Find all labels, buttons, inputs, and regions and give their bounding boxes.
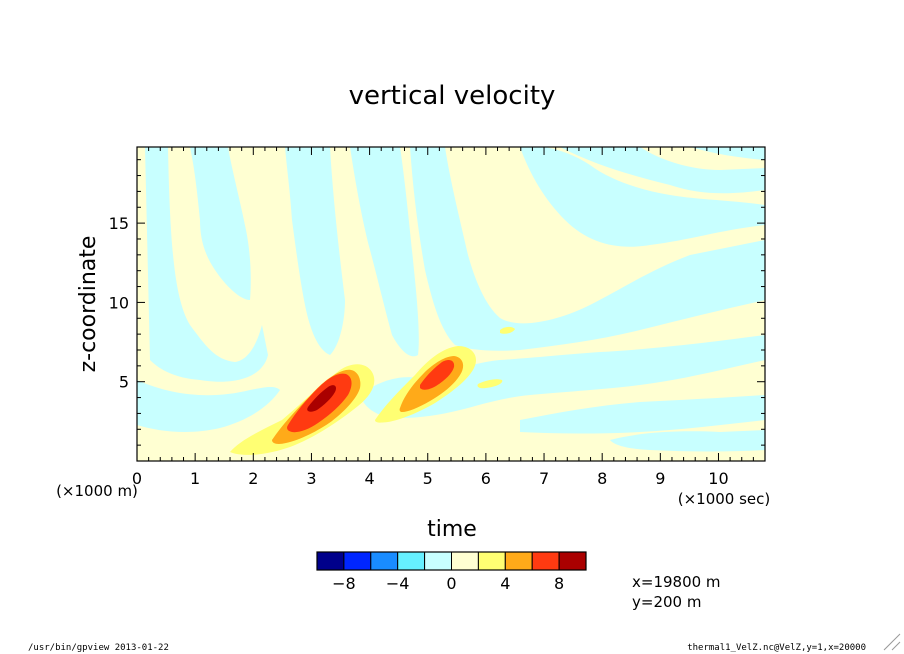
downdraft-region: [700, 262, 765, 282]
footer-right: thermal1_VelZ.nc@VelZ,y=1,x=20000: [687, 643, 866, 653]
y-tick-label: 10: [109, 293, 129, 312]
contour-2-4: [477, 379, 503, 389]
note-y: y=200 m: [632, 593, 701, 611]
axes: 0 1 2 3 4 5 6 7 8 9 10 5 10 15: [109, 147, 766, 488]
colorbar-swatch: [343, 551, 372, 571]
colorbar-swatch: [316, 551, 345, 571]
x-tick-label: 2: [248, 469, 258, 488]
x-tick-label: 1: [190, 469, 200, 488]
colorbar-frame: [316, 551, 587, 571]
contour-field: [137, 147, 765, 461]
x-axis-title: time: [427, 517, 477, 542]
downdraft-region: [520, 395, 765, 434]
resize-grip-line: [891, 641, 901, 651]
x-unit-note: (×1000 sec): [678, 490, 771, 508]
x-tick-label: 10: [708, 469, 728, 488]
downdraft-region: [145, 147, 268, 382]
colorbar-swatch: [504, 551, 533, 571]
x-tick-label: 0: [132, 469, 142, 488]
colorbar-swatch: [397, 551, 426, 571]
downdraft-region: [410, 147, 765, 351]
updraft-2: [375, 326, 515, 423]
downdraft-region: [285, 147, 345, 355]
colorbar-swatch: [558, 551, 587, 571]
downdraft-region: [470, 147, 765, 247]
colorbar-tick-label: 4: [500, 574, 510, 593]
colorbar-tick-label: 8: [554, 574, 564, 593]
chart-title: vertical velocity: [349, 81, 556, 111]
colorbar-swatch: [531, 551, 560, 571]
downdraft-region: [137, 380, 280, 432]
colorbar-swatch: [477, 551, 506, 571]
colorbar-tick-label: 0: [446, 574, 456, 593]
downdraft-region: [690, 147, 765, 160]
x-tick-label: 6: [481, 469, 491, 488]
downdraft-region: [560, 147, 765, 194]
colorbar-swatch: [370, 551, 399, 571]
x-tick-label: 7: [539, 469, 549, 488]
contour-8-10: [307, 385, 337, 412]
colorbar-swatch: [424, 551, 453, 571]
updraft-1: [230, 364, 375, 455]
colorbar-swatch: [451, 551, 479, 571]
y-axis-title: z-coordinate: [76, 236, 101, 373]
y-unit-note: (×1000 m): [56, 482, 138, 500]
x-tick-label: 8: [597, 469, 607, 488]
contour-2-4: [500, 326, 515, 334]
colorbar-tick-label: −8: [332, 574, 356, 593]
x-tick-label: 4: [364, 469, 374, 488]
downdraft-region: [350, 147, 419, 357]
downdraft-region: [190, 147, 251, 300]
note-x: x=19800 m: [632, 573, 721, 591]
x-tick-label: 9: [655, 469, 665, 488]
contour-6-8: [420, 359, 455, 390]
downdraft-region: [360, 335, 765, 418]
colorbar: −8 −4 0 4 8: [316, 551, 587, 593]
negative-regions: [137, 147, 765, 452]
y-tick-label: 5: [119, 373, 129, 392]
footer-left: /usr/bin/gpview 2013-01-22: [28, 643, 169, 653]
resize-grip-line: [883, 633, 901, 651]
y-tick-label: 15: [109, 214, 129, 233]
x-tick-label: 5: [423, 469, 433, 488]
downdraft-region: [610, 430, 765, 452]
x-tick-label: 3: [306, 469, 316, 488]
colorbar-tick-label: −4: [386, 574, 410, 593]
